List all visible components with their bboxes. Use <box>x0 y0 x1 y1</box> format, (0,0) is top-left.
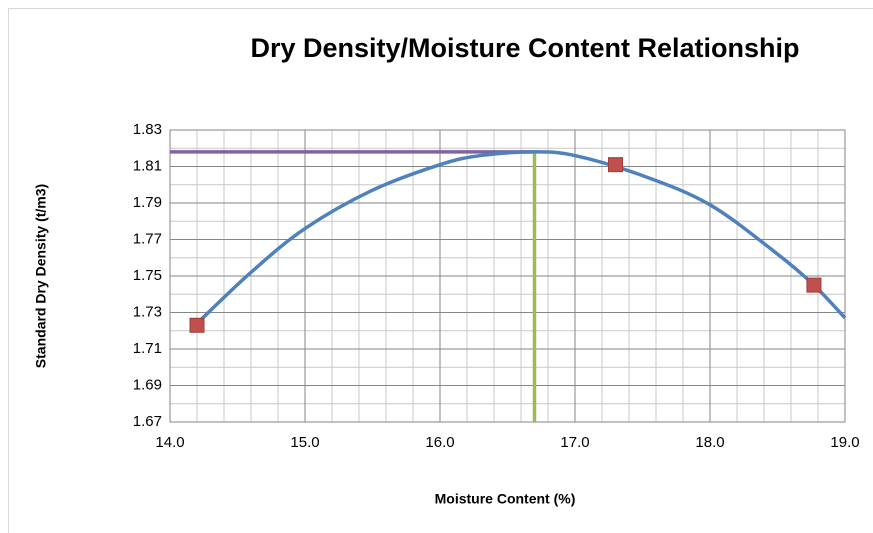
x-tick-label: 19.0 <box>830 434 859 451</box>
plot-border <box>169 129 846 423</box>
y-tick-label: 1.69 <box>133 376 162 393</box>
x-tick-label: 14.0 <box>155 434 184 451</box>
y-tick-label: 1.71 <box>133 340 162 357</box>
y-tick-label: 1.75 <box>133 267 162 284</box>
y-tick-label: 1.73 <box>133 303 162 320</box>
chart-border <box>8 8 873 533</box>
y-tick-label: 1.67 <box>133 413 162 430</box>
data-point <box>608 157 623 173</box>
y-axis-label: Standard Dry Density (t/m3) <box>33 184 49 368</box>
x-tick-label: 18.0 <box>695 434 724 451</box>
data-point <box>189 317 205 333</box>
x-tick-label: 16.0 <box>425 434 454 451</box>
fit-curve <box>195 150 847 325</box>
chart-title: Dry Density/Moisture Content Relationshi… <box>250 33 799 63</box>
data-point <box>806 277 822 293</box>
x-tick-label: 15.0 <box>290 434 319 451</box>
x-axis-label: Moisture Content (%) <box>435 491 576 507</box>
y-tick-label: 1.81 <box>133 157 162 174</box>
y-tick-label: 1.79 <box>133 194 162 211</box>
y-tick-label: 1.77 <box>133 230 162 247</box>
x-tick-label: 17.0 <box>560 434 589 451</box>
y-tick-label: 1.83 <box>133 121 162 138</box>
